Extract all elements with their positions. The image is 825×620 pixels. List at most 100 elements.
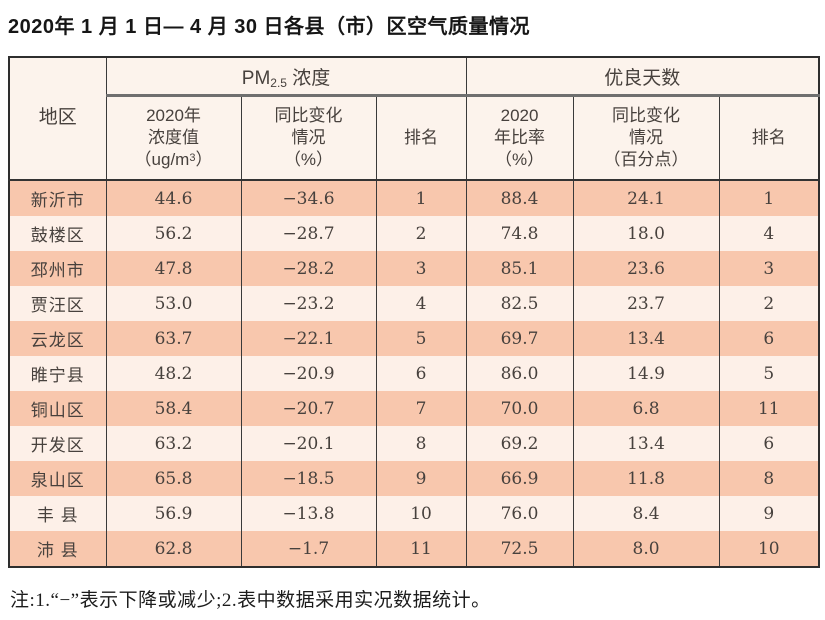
value-cell: −28.2 — [240, 251, 377, 286]
value-cell: 4 — [718, 216, 820, 251]
col-header-line: 浓度值 — [148, 127, 199, 147]
col-header-line: 2020年 — [146, 105, 201, 125]
table-row: 开发区 63.2 −20.1 8 69.2 13.4 6 — [8, 426, 820, 461]
region-cell: 贾汪区 — [8, 286, 107, 321]
value-cell: −1.7 — [240, 531, 377, 567]
table-row: 丰 县 56.9 −13.8 10 76.0 8.4 9 — [8, 496, 820, 531]
region-cell: 睢宁县 — [8, 356, 107, 391]
value-cell: 8 — [375, 426, 467, 461]
col-header-line: 同比变化 — [274, 105, 343, 125]
col-header-line: （ug/m3） — [134, 150, 213, 170]
value-cell: −23.2 — [240, 286, 377, 321]
col-header-rank-days: 排名 — [718, 95, 820, 181]
value-cell: 70.0 — [465, 391, 574, 426]
value-cell: 8 — [718, 461, 820, 496]
footnote: 注:1.“−”表示下降或减少;2.表中数据采用实况数据统计。 — [10, 590, 491, 611]
group-header-row: 地区 PM2.5 浓度 优良天数 — [8, 57, 820, 181]
value-cell: 2 — [718, 286, 820, 321]
region-cell: 泉山区 — [8, 461, 107, 496]
col-header-line: 2020 — [500, 105, 539, 125]
group-header-pm25: PM2.5 浓度 — [105, 57, 467, 97]
value-cell: 24.1 — [572, 180, 720, 216]
col-header-line: 情况 — [291, 127, 326, 147]
region-cell: 新沂市 — [8, 180, 107, 216]
col-header-ratio: 2020 年比率 （%） — [465, 95, 574, 181]
value-cell: 6 — [718, 426, 820, 461]
value-cell: 48.2 — [105, 356, 242, 391]
col-header-line: （百分点） — [603, 150, 689, 170]
value-cell: −13.8 — [240, 496, 377, 531]
value-cell: 63.7 — [105, 321, 242, 356]
table-row: 贾汪区 53.0 −23.2 4 82.5 23.7 2 — [8, 286, 820, 321]
table-row: 睢宁县 48.2 −20.9 6 86.0 14.9 5 — [8, 356, 820, 391]
sub-header-row: 2020年 浓度值 （ug/m3） 同比变化 情况 （%） 排名 2020 年比… — [9, 95, 820, 181]
col-header-line: 同比变化 — [612, 105, 681, 125]
value-cell: −34.6 — [240, 180, 377, 216]
region-cell: 丰 县 — [8, 496, 107, 531]
value-cell: 1 — [718, 180, 820, 216]
value-cell: 63.2 — [105, 426, 242, 461]
value-cell: −18.5 — [240, 461, 377, 496]
value-cell: 3 — [375, 251, 467, 286]
col-header-line: （%） — [283, 150, 334, 170]
col-header-concentration-change: 同比变化 情况 （%） — [240, 95, 377, 181]
value-cell: 69.2 — [465, 426, 574, 461]
value-cell: 4 — [375, 286, 467, 321]
air-quality-table: 地区 PM2.5 浓度 优良天数 2020年 浓度值 （ug/m3） 同比变化 … — [8, 56, 821, 568]
value-cell: 6 — [718, 321, 820, 356]
value-cell: 65.8 — [105, 461, 242, 496]
region-cell: 鼓楼区 — [8, 216, 107, 251]
value-cell: 8.4 — [572, 496, 720, 531]
value-cell: −28.7 — [240, 216, 377, 251]
region-cell: 邳州市 — [8, 251, 107, 286]
value-cell: 23.6 — [572, 251, 720, 286]
value-cell: 8.0 — [572, 531, 720, 567]
table-row: 泉山区 65.8 −18.5 9 66.9 11.8 8 — [8, 461, 820, 496]
value-cell: 9 — [718, 496, 820, 531]
table-row: 新沂市 44.6 −34.6 1 88.4 24.1 1 — [8, 180, 820, 216]
value-cell: 1 — [375, 180, 467, 216]
table-row: 铜山区 58.4 −20.7 7 70.0 6.8 11 — [8, 391, 820, 426]
region-cell: 铜山区 — [8, 391, 107, 426]
value-cell: −22.1 — [240, 321, 377, 356]
value-cell: 13.4 — [572, 426, 720, 461]
value-cell: 5 — [718, 356, 820, 391]
group-header-good-days: 优良天数 — [465, 57, 820, 97]
value-cell: 56.9 — [105, 496, 242, 531]
table-header: 地区 PM2.5 浓度 优良天数 2020年 浓度值 （ug/m3） 同比变化 … — [8, 57, 820, 181]
col-header-concentration: 2020年 浓度值 （ug/m3） — [105, 95, 242, 181]
value-cell: −20.7 — [240, 391, 377, 426]
value-cell: 6 — [375, 356, 467, 391]
value-cell: 66.9 — [465, 461, 574, 496]
value-cell: 69.7 — [465, 321, 574, 356]
value-cell: 44.6 — [105, 180, 242, 216]
value-cell: −20.1 — [240, 426, 377, 461]
value-cell: 74.8 — [465, 216, 574, 251]
value-cell: 11 — [718, 391, 820, 426]
value-cell: 5 — [375, 321, 467, 356]
value-cell: 10 — [718, 531, 820, 567]
value-cell: 23.7 — [572, 286, 720, 321]
region-cell: 开发区 — [8, 426, 107, 461]
col-header-rank-pm25: 排名 — [375, 95, 467, 181]
value-cell: 88.4 — [465, 180, 574, 216]
value-cell: 86.0 — [465, 356, 574, 391]
page-title: 2020年 1 月 1 日— 4 月 30 日各县（市）区空气质量情况 — [8, 16, 531, 38]
region-cell: 云龙区 — [8, 321, 107, 356]
value-cell: 85.1 — [465, 251, 574, 286]
value-cell: −20.9 — [240, 356, 377, 391]
value-cell: 62.8 — [105, 531, 242, 567]
value-cell: 3 — [718, 251, 820, 286]
table-body: 新沂市 44.6 −34.6 1 88.4 24.1 1 鼓楼区 56.2 −28.7 2 74.8 1… — [8, 180, 820, 567]
value-cell: 53.0 — [105, 286, 242, 321]
table-row: 沛 县 62.8 −1.7 11 72.5 8.0 10 — [8, 531, 820, 567]
col-header-line: （%） — [494, 150, 545, 170]
value-cell: 10 — [375, 496, 467, 531]
pm25-label-prefix: PM — [241, 67, 271, 89]
value-cell: 6.8 — [572, 391, 720, 426]
region-cell: 沛 县 — [8, 531, 107, 567]
table-row: 鼓楼区 56.2 −28.7 2 74.8 18.0 4 — [8, 216, 820, 251]
table-row: 云龙区 63.7 −22.1 5 69.7 13.4 6 — [8, 321, 820, 356]
value-cell: 18.0 — [572, 216, 720, 251]
